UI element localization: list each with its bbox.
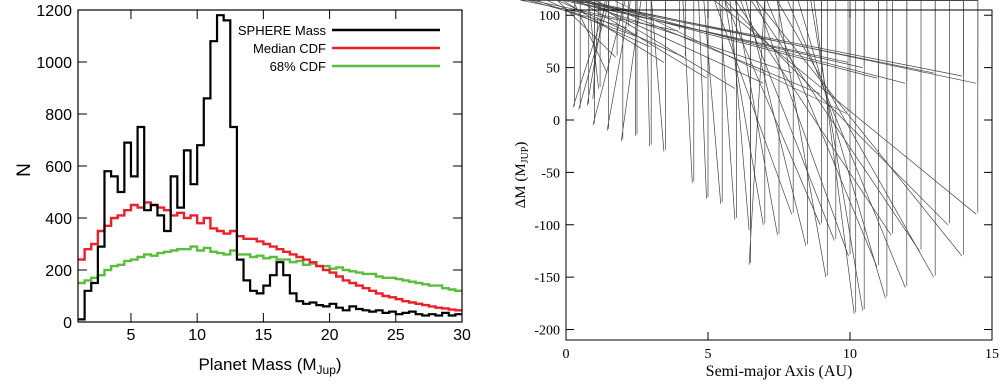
y-tick-label: -150 (534, 271, 560, 286)
scatter-point (755, 0, 964, 257)
x-tick-label: 10 (843, 347, 857, 362)
scatter-point (748, 0, 765, 265)
mass-histogram-svg: 5 10 15 20 25 30 0 200 400 600 800 1000 1200 SPHERE … (14, 3, 471, 377)
y-tick-label: 0 (63, 315, 72, 332)
y-tick-label: 800 (45, 107, 72, 124)
scatter-point (635, 0, 638, 136)
legend-label: Median CDF (253, 41, 326, 56)
series-68-cdf-line (78, 245, 462, 292)
x-tick-label: 5 (705, 347, 712, 362)
x-tick-label: 0 (563, 347, 570, 362)
scatter-point (724, 0, 950, 226)
y-tick-label: 200 (45, 263, 72, 280)
y-tick-label: 1000 (36, 55, 72, 72)
legend: SPHERE Mass Median CDF 68% CDF (238, 23, 440, 74)
scatter-point (586, 0, 606, 106)
right-plot-frame (565, 9, 993, 341)
delta-mass-scatter-chart: 0 5 10 15 -200 -150 -100 -50 0 50 100 ΔM (MJUP) Se… (500, 0, 1004, 386)
y-axis-label: ΔM (MJUP) (513, 142, 531, 209)
scatter-point (575, 0, 964, 77)
scatter-point (810, 0, 865, 311)
y-tick-label: 600 (45, 159, 72, 176)
scatter-point (797, 0, 888, 299)
y-tick-label: -100 (534, 219, 560, 234)
x-tick-label: 25 (387, 327, 405, 344)
y-tick-label: 0 (553, 114, 560, 129)
legend-label: 68% CDF (270, 59, 326, 74)
mass-histogram-chart: 5 10 15 20 25 30 0 200 400 600 800 1000 1200 SPHERE … (0, 0, 480, 386)
scatter-point (724, 0, 766, 225)
x-tick-label: 10 (188, 327, 206, 344)
x-axis-label: Semi-major Axis (AU) (706, 363, 853, 380)
scatter-point (583, 0, 979, 84)
x-tick-label: 5 (127, 327, 136, 344)
scatter-point (651, 0, 666, 152)
x-axis-label: Planet Mass (MJup) (198, 355, 341, 377)
scatter-point (587, 0, 737, 89)
y-tick-label: 50 (546, 62, 560, 77)
y-tick-label: -200 (534, 324, 560, 339)
delta-mass-scatter-svg: 0 5 10 15 -200 -150 -100 -50 0 50 100 ΔM (MJUP) Se… (513, 0, 999, 380)
scatter-point (776, 0, 828, 278)
x-tick-label: 30 (453, 327, 471, 344)
y-tick-label: 400 (45, 211, 72, 228)
scatter-point (776, 0, 936, 278)
y-tick-label: 1200 (36, 3, 72, 20)
scatter-point (766, 0, 879, 267)
scatter-point (813, 0, 857, 314)
scatter-point (703, 0, 723, 204)
x-tick-label: 15 (985, 347, 999, 362)
y-tick-label: 100 (539, 9, 560, 24)
x-tick-label: 20 (321, 327, 339, 344)
x-tick-label: 15 (254, 327, 272, 344)
y-axis-label: N (14, 163, 35, 177)
y-tick-label: -50 (541, 166, 560, 181)
legend-label: SPHERE Mass (238, 23, 327, 38)
